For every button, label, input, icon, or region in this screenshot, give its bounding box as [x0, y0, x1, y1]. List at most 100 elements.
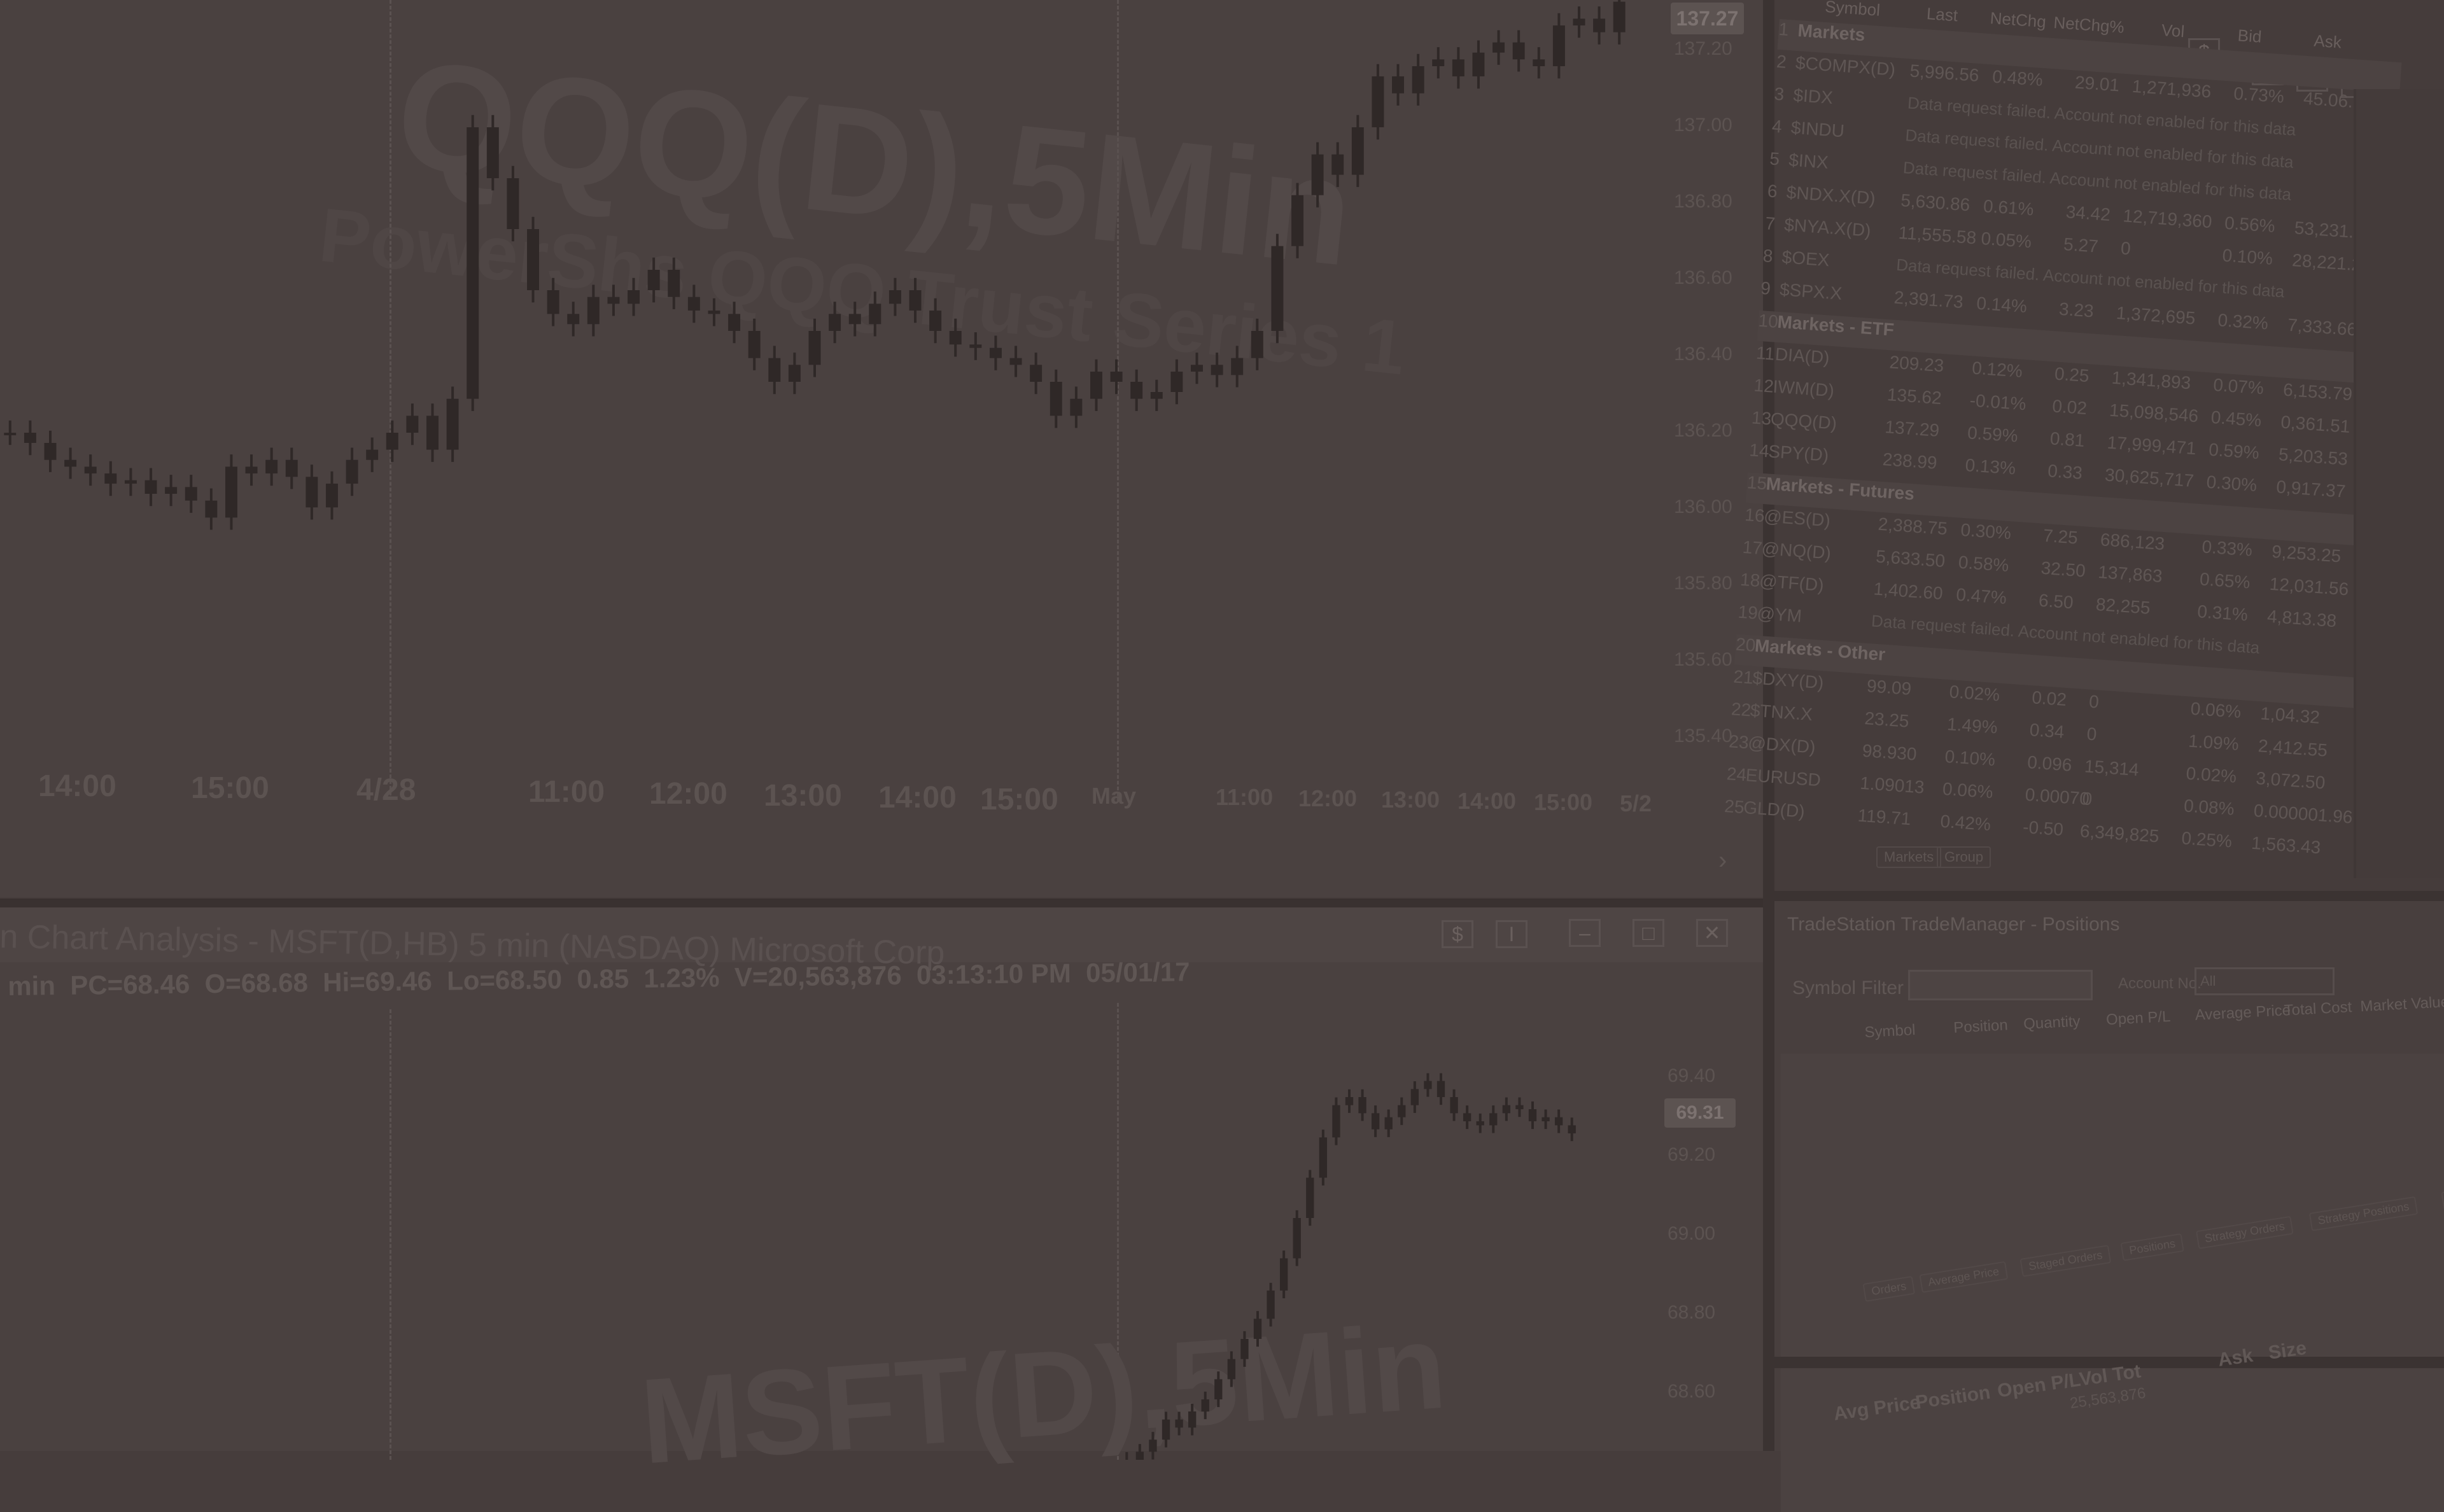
candle-body — [1528, 1109, 1537, 1121]
price-axis-label: 135.60 — [1674, 649, 1732, 670]
quote-cell: QQQ(D) — [1769, 409, 1838, 433]
positions-column-header[interactable]: Quantity — [2023, 1012, 2081, 1033]
quote-cell: 0.02% — [2185, 763, 2238, 787]
quote-cell: $INX — [1788, 150, 1829, 172]
maximize-icon[interactable]: □ — [1633, 919, 1664, 947]
candle-body — [587, 297, 600, 325]
price-axis-label: 137.00 — [1674, 115, 1732, 136]
radar-screen-window[interactable]: $ – □ ✕ SymbolLastNetChgNetChg%VolBidAsk… — [1724, 0, 2444, 891]
quote-cell: 0.81 — [2049, 428, 2086, 451]
price-axis-label: 136.60 — [1674, 267, 1732, 288]
scroll-right-arrow-icon[interactable]: › — [1718, 846, 1727, 874]
candle-body — [1515, 1105, 1524, 1109]
session-divider — [390, 0, 391, 795]
candle-body — [446, 398, 459, 450]
quote-cell: @TF(D) — [1759, 570, 1825, 595]
quote-cell: 137.29 — [1884, 417, 1941, 440]
quote-cell: $NYA.X(D) — [1783, 214, 1872, 241]
quote-column-header[interactable]: NetChg% — [2053, 13, 2125, 37]
quote-cell: 2 — [1776, 51, 1787, 72]
candle-body — [225, 466, 237, 518]
candle-body — [124, 480, 137, 484]
minimize-icon[interactable]: – — [1569, 919, 1601, 947]
candle-body — [1384, 1117, 1393, 1130]
candle-body — [104, 473, 117, 484]
candle-body — [285, 459, 298, 477]
quote-cell: 7 — [1764, 213, 1776, 234]
quote-column-header[interactable]: Bid — [2237, 25, 2263, 46]
quote-cell: 6,153.79 — [2282, 379, 2354, 405]
candle-body — [1452, 59, 1464, 76]
close-icon[interactable]: ✕ — [1696, 919, 1728, 947]
quote-column-header[interactable]: NetChg — [1989, 8, 2047, 32]
quote-cell: 6.50 — [2038, 590, 2074, 613]
positions-column-header[interactable]: Symbol — [1864, 1021, 1916, 1042]
time-axis-label: 12:00 — [649, 777, 727, 811]
quote-cell: 5,630.86 — [1900, 190, 1971, 215]
positions-column-header[interactable]: Market Value — [2359, 993, 2444, 1016]
positions-column-header[interactable]: Total Cost — [2283, 998, 2352, 1019]
dollar-menu-button[interactable]: $ — [1442, 920, 1473, 948]
quote-cell: 23.25 — [1864, 708, 1910, 731]
side-panel — [2354, 89, 2444, 878]
quote-cell: 0.45% — [2210, 407, 2263, 431]
candle-body — [64, 459, 77, 467]
quote-cell: 15 — [1746, 472, 1768, 494]
quote-cell: 21 — [1732, 666, 1754, 688]
candle-body — [406, 416, 419, 433]
quote-cell: 137,863 — [2097, 562, 2163, 586]
last-price-badge: 69.31 — [1664, 1098, 1736, 1128]
sheet-tab[interactable]: Markets — [1876, 846, 1942, 868]
quote-column-header[interactable]: Symbol — [1824, 0, 1881, 20]
quote-cell: 0 — [2088, 691, 2100, 712]
lower-window-header[interactable]: Avg Price — [1832, 1392, 1922, 1425]
quote-column-header[interactable]: Last — [1926, 4, 1959, 25]
quote-cell: 82,255 — [2095, 594, 2151, 618]
candle-body — [1568, 1125, 1576, 1133]
account-select[interactable]: All — [2195, 967, 2335, 995]
candle-body — [1489, 1113, 1498, 1126]
quote-column-header[interactable]: Vol — [2161, 20, 2186, 41]
positions-column-header[interactable]: Open P/L — [2105, 1007, 2172, 1029]
quote-cell: 0,917.37 — [2275, 477, 2347, 501]
candle-body — [1345, 1097, 1354, 1105]
lower-window-header[interactable]: Ask — [2216, 1345, 2254, 1371]
quote-cell: 20 — [1735, 634, 1757, 655]
time-axis-label: 12:00 — [1298, 785, 1358, 811]
quote-cell: @DX(D) — [1747, 732, 1816, 757]
time-axis-label: 11:00 — [528, 775, 605, 809]
symbol-filter-input[interactable] — [1908, 970, 2093, 1000]
quote-cell: 0.06% — [2189, 698, 2242, 722]
time-axis-label: 14:00 — [878, 781, 957, 815]
quote-cell: 0 — [2081, 788, 2093, 809]
quote-cell: 15,098,546 — [2109, 400, 2200, 426]
positions-column-header[interactable]: Position — [1953, 1016, 2009, 1037]
qqq-chart-panel[interactable]: QQQ(D),5Min PowerShs QQQ Trust Series 1 … — [0, 0, 1763, 897]
indicator-menu-button[interactable]: I — [1496, 920, 1528, 948]
positions-column-header[interactable]: Average Price — [2195, 1002, 2291, 1024]
quote-cell: 17,999,471 — [2106, 432, 2197, 459]
quote-cell: 99.09 — [1866, 676, 1913, 699]
quote-cell: 2,388.75 — [1877, 514, 1948, 539]
candle-body — [1554, 1117, 1563, 1126]
quote-cell: DIA(D) — [1774, 344, 1830, 368]
symbol-filter-label: Symbol Filter — [1792, 977, 1904, 998]
candle-body — [1150, 392, 1163, 399]
candle-body — [1306, 1177, 1314, 1218]
trade-manager-window[interactable]: TradeStation TradeManager - Positions Sy… — [1763, 891, 2444, 1512]
candle-body — [1293, 1218, 1301, 1259]
sheet-tab[interactable]: Group — [1937, 846, 1991, 868]
msft-chart-panel[interactable]: n Chart Analysis - MSFT(D,HB) 5 min (NAS… — [0, 899, 1763, 1489]
quote-column-header[interactable]: Ask — [2313, 31, 2342, 52]
quote-cell: @NQ(D) — [1760, 538, 1832, 563]
quote-cell: 238.99 — [1881, 449, 1938, 473]
quote-cell: -0.01% — [1969, 390, 2027, 414]
quote-cell: 0.12% — [1971, 358, 2023, 381]
lower-window-header[interactable]: Position — [1914, 1382, 1992, 1413]
candle-body — [1201, 1399, 1209, 1411]
candle-body — [1267, 1291, 1275, 1319]
quote-cell: 0.34 — [2028, 720, 2065, 742]
lower-window-header[interactable]: Size — [2266, 1337, 2308, 1364]
quote-cell: 4,813.38 — [2266, 606, 2338, 631]
candle-body — [1170, 372, 1183, 392]
